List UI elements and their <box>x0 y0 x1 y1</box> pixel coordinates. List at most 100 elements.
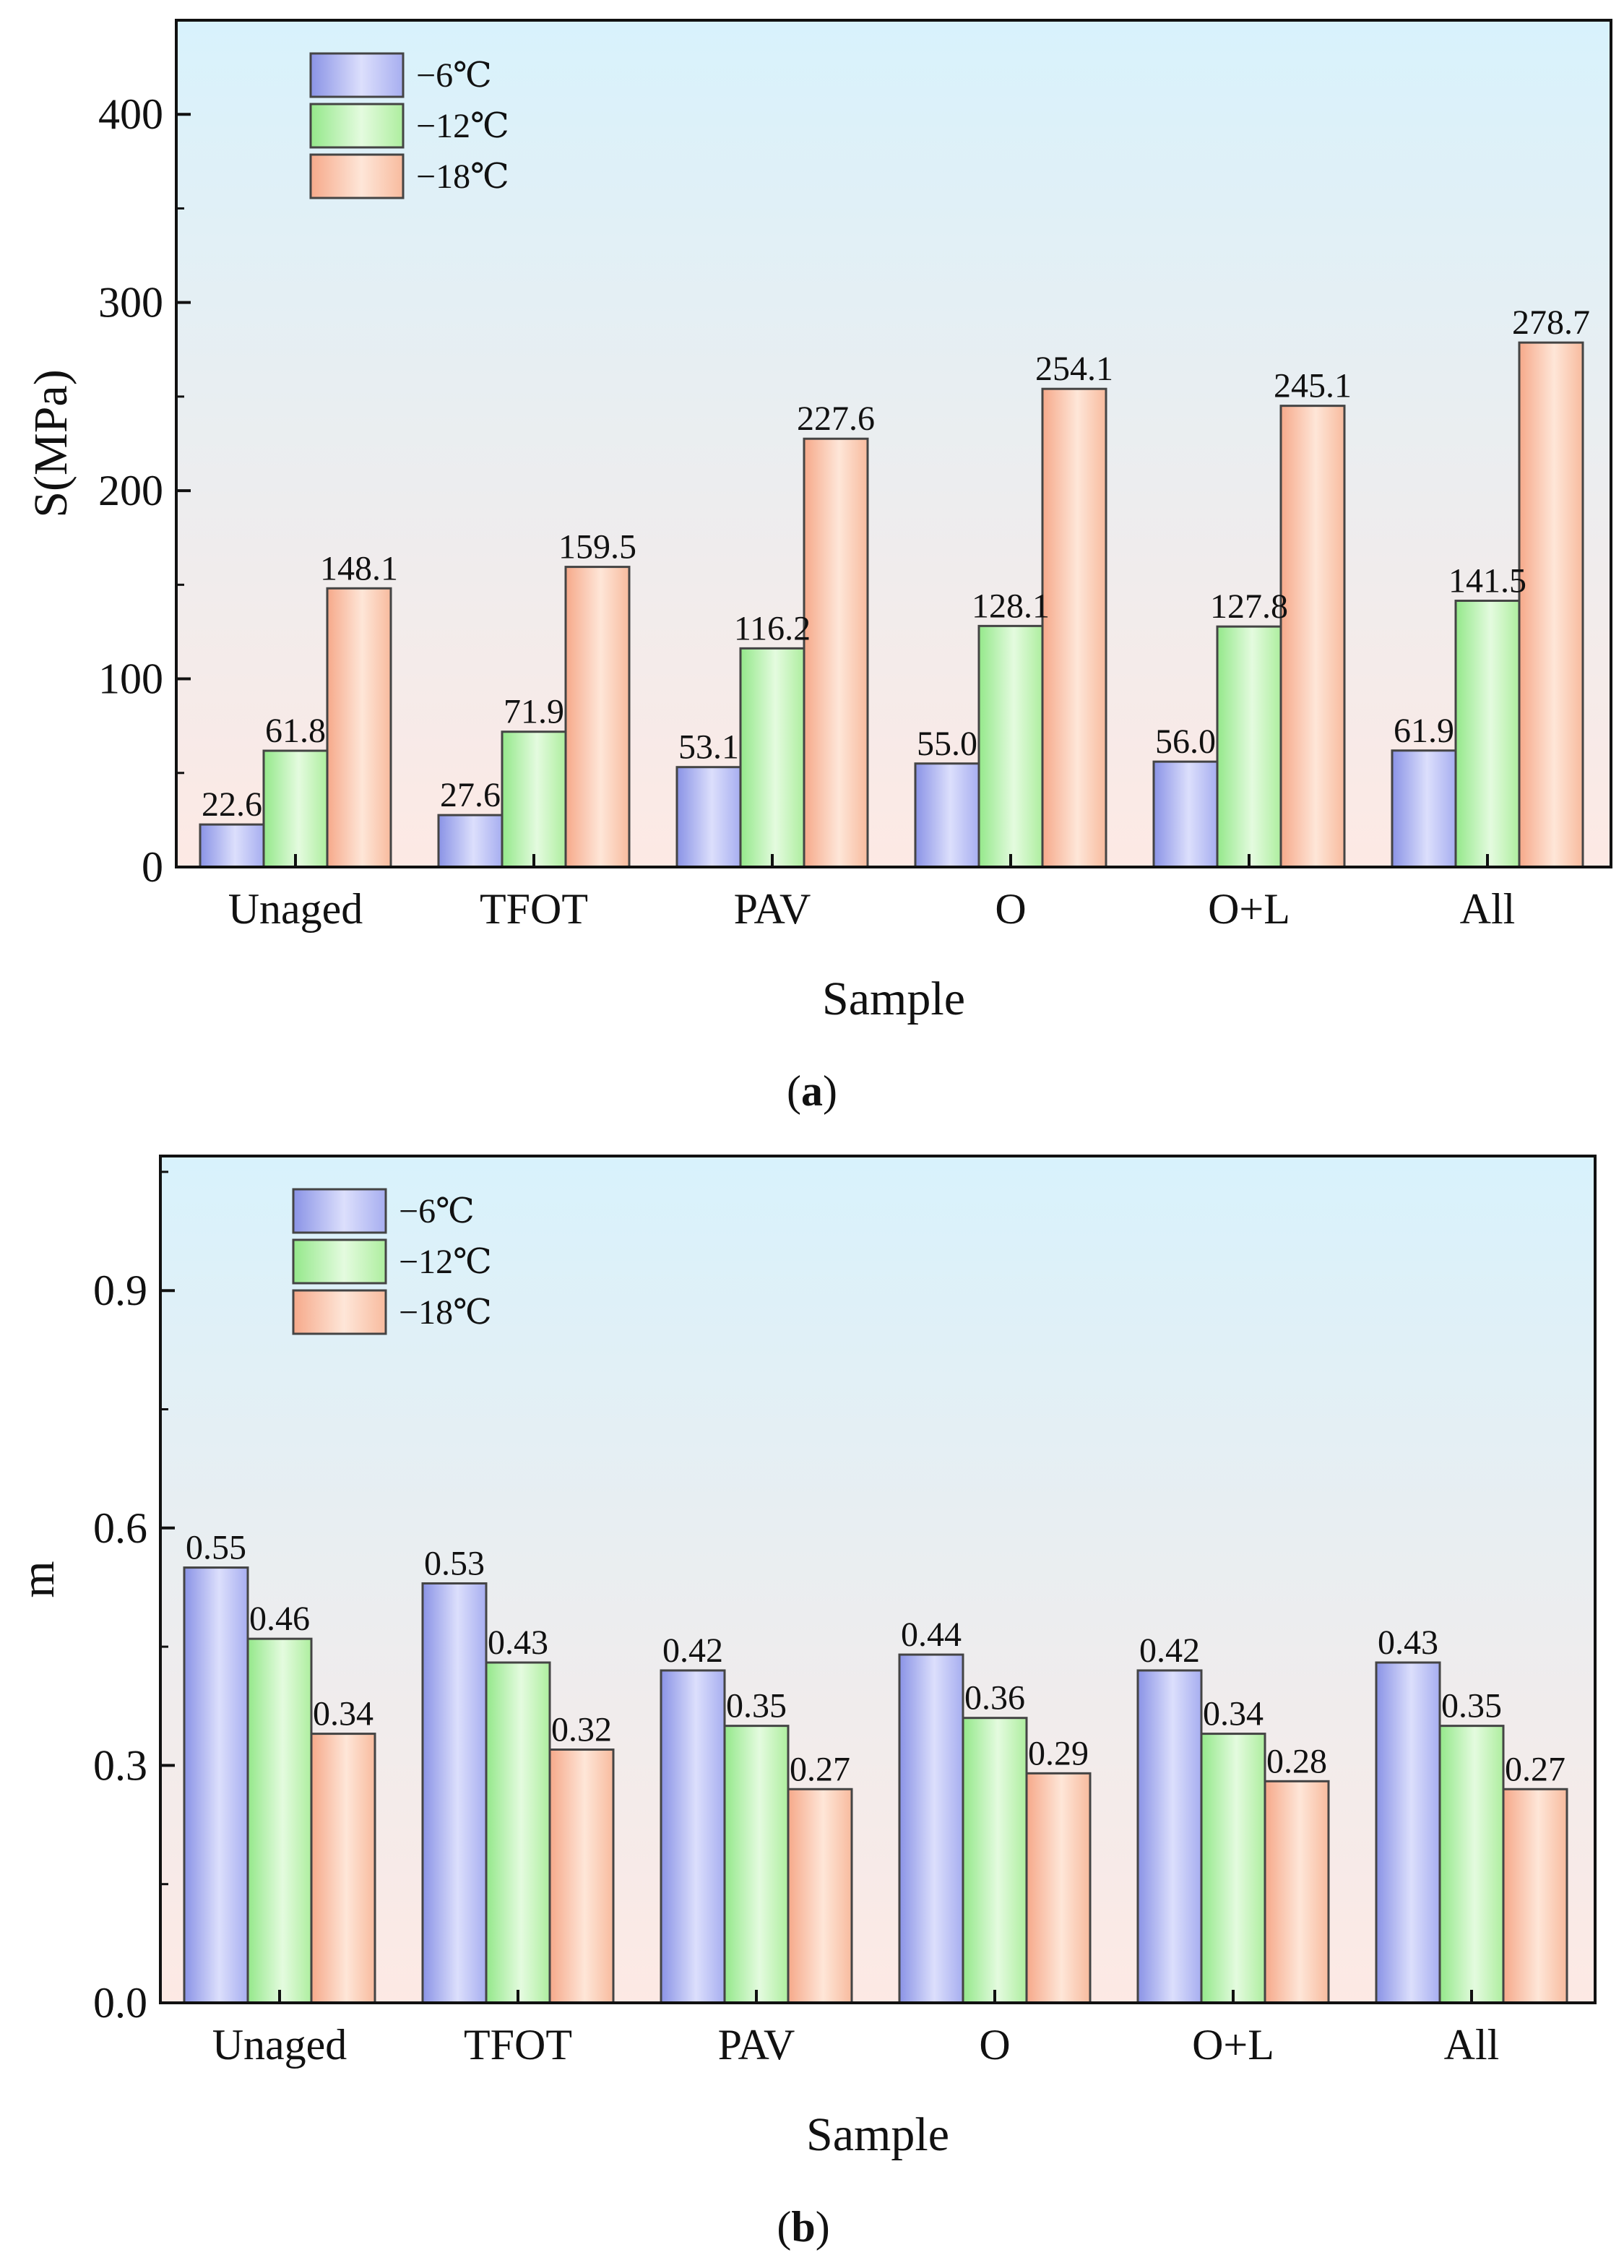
data-label: 127.8 <box>1210 587 1288 626</box>
bar-pav-series-1 <box>660 1669 726 2004</box>
plot-background <box>160 1156 1595 2003</box>
bar-o-series-3 <box>1025 1772 1092 2004</box>
data-label: 254.1 <box>1035 350 1113 388</box>
bar-all-series-1 <box>1375 1661 1441 2004</box>
y-axis-title: S(MPa) <box>25 369 77 517</box>
data-label: 0.42 <box>662 1631 723 1670</box>
data-label: 128.1 <box>972 587 1050 625</box>
x-tick-label: O <box>995 885 1026 933</box>
bar-o-l-series-3 <box>1264 1780 1330 2004</box>
data-label: 55.0 <box>917 725 977 763</box>
data-label: 227.6 <box>797 400 875 438</box>
bar-tfot-series-2 <box>501 730 567 868</box>
data-label: 0.32 <box>551 1710 612 1749</box>
chart-panel-b: 0.0 0.3 0.6 0.9 0.550.46 0.34 0.53 0.43 0.32 0.4… <box>12 1155 1597 2251</box>
y-tick-label: 400 <box>98 90 163 138</box>
y-tick-label: 0.9 <box>93 1267 147 1314</box>
bars <box>199 341 1584 868</box>
x-tick-label: Unaged <box>228 885 363 933</box>
bar-pav-series-2 <box>739 647 805 868</box>
legend-swatch <box>292 1188 387 1234</box>
bar-pav-series-3 <box>803 437 869 868</box>
plot-frame <box>159 1155 1597 2004</box>
bar-o-series-2 <box>962 1717 1028 2004</box>
bar-tfot-series-1 <box>437 814 504 868</box>
legend-label: −6℃ <box>416 56 492 95</box>
data-labels: 0.550.460.340.530.430.320.420.350.270.44… <box>186 1529 1565 1789</box>
legend: −6℃ −12℃ −18℃ <box>309 52 509 199</box>
plot-background <box>176 20 1611 867</box>
data-label: 0.34 <box>313 1695 373 1733</box>
x-tick-label: TFOT <box>480 885 588 933</box>
bar-o-series-2 <box>977 624 1044 868</box>
data-label: 0.42 <box>1139 1631 1200 1670</box>
x-tick-label: TFOT <box>464 2021 572 2069</box>
y-tick-label: 300 <box>98 279 163 327</box>
bars <box>183 1566 1568 2004</box>
bar-o-series-1 <box>914 762 980 868</box>
legend-label: −12℃ <box>399 1243 492 1281</box>
bar-all-series-2 <box>1454 599 1521 868</box>
x-axis-title: Sample <box>822 973 965 1025</box>
y-axis-title: m <box>12 1561 64 1597</box>
bar-o-l-series-2 <box>1200 1733 1266 2004</box>
y-tick-label: 0.0 <box>93 1979 147 2027</box>
legend-label: −18℃ <box>399 1293 492 1332</box>
legend-label: −12℃ <box>416 107 509 145</box>
data-label: 141.5 <box>1448 561 1526 600</box>
bar-o-l-series-1 <box>1136 1669 1203 2004</box>
bar-tfot-series-2 <box>485 1661 551 2004</box>
x-tick-label: O+L <box>1208 885 1290 933</box>
bar-o-series-3 <box>1041 387 1107 868</box>
x-tick-label: All <box>1444 2021 1500 2069</box>
x-tick-label: PAV <box>718 2021 795 2069</box>
data-label: 56.0 <box>1155 723 1216 761</box>
data-label: 0.53 <box>424 1544 485 1582</box>
y-tick-label: 0.3 <box>93 1741 147 1789</box>
data-label: 278.7 <box>1512 303 1590 342</box>
data-label: 0.29 <box>1028 1734 1089 1772</box>
data-label: 148.1 <box>320 549 398 587</box>
data-label: 0.46 <box>249 1600 310 1638</box>
legend-label: −6℃ <box>399 1192 475 1230</box>
chart-panel-a: 0 100 200 300 400 22.661.8 148.1 27.6 71.9 159.5… <box>25 19 1612 1115</box>
panel-letter-b: b <box>791 2203 815 2251</box>
y-tick-label: 100 <box>98 655 163 703</box>
bar-unaged-series-1 <box>183 1566 249 2004</box>
data-label: 61.8 <box>265 712 326 750</box>
data-label: 0.27 <box>1505 1750 1565 1788</box>
bar-tfot-series-1 <box>421 1582 488 2004</box>
legend-swatch <box>292 1289 387 1335</box>
x-axis-title: Sample <box>806 2108 949 2161</box>
bar-unaged-series-3 <box>326 587 392 868</box>
data-label: 116.2 <box>734 609 811 647</box>
x-tick-label: All <box>1460 885 1516 933</box>
bar-pav-series-3 <box>787 1788 853 2004</box>
data-label: 159.5 <box>558 528 636 566</box>
x-tick-label: O+L <box>1192 2021 1274 2069</box>
data-label: 0.43 <box>1378 1624 1438 1662</box>
x-ticks: Unaged TFOT PAV O O+L All <box>212 1990 1500 2069</box>
legend-label: −18℃ <box>416 158 509 196</box>
y-tick-label: 0 <box>142 843 163 891</box>
data-label: 22.6 <box>202 785 262 824</box>
legend: −6℃ −12℃ −18℃ <box>292 1188 492 1335</box>
x-tick-label: O <box>979 2021 1010 2069</box>
y-tick-label: 200 <box>98 467 163 514</box>
bar-all-series-1 <box>1391 749 1457 868</box>
legend-swatch <box>309 52 405 98</box>
data-label: 0.36 <box>964 1679 1025 1717</box>
data-label: 27.6 <box>440 776 501 814</box>
legend-swatch <box>309 103 405 149</box>
y-ticks: 0.0 0.3 0.6 0.9 <box>93 1170 175 2027</box>
x-tick-label: Unaged <box>212 2021 347 2069</box>
data-label: 0.35 <box>726 1687 787 1725</box>
panel-letter-a: a <box>801 1067 823 1115</box>
data-labels: 22.661.8 148.1 27.6 71.9 159.5 53.1 116.2 227.6… <box>202 303 1590 824</box>
data-label: 0.44 <box>901 1616 962 1654</box>
bar-tfot-series-3 <box>548 1748 615 2004</box>
bar-unaged-series-3 <box>310 1733 376 2004</box>
y-ticks: 0 100 200 300 400 <box>98 19 191 891</box>
data-label: 53.1 <box>678 728 739 767</box>
